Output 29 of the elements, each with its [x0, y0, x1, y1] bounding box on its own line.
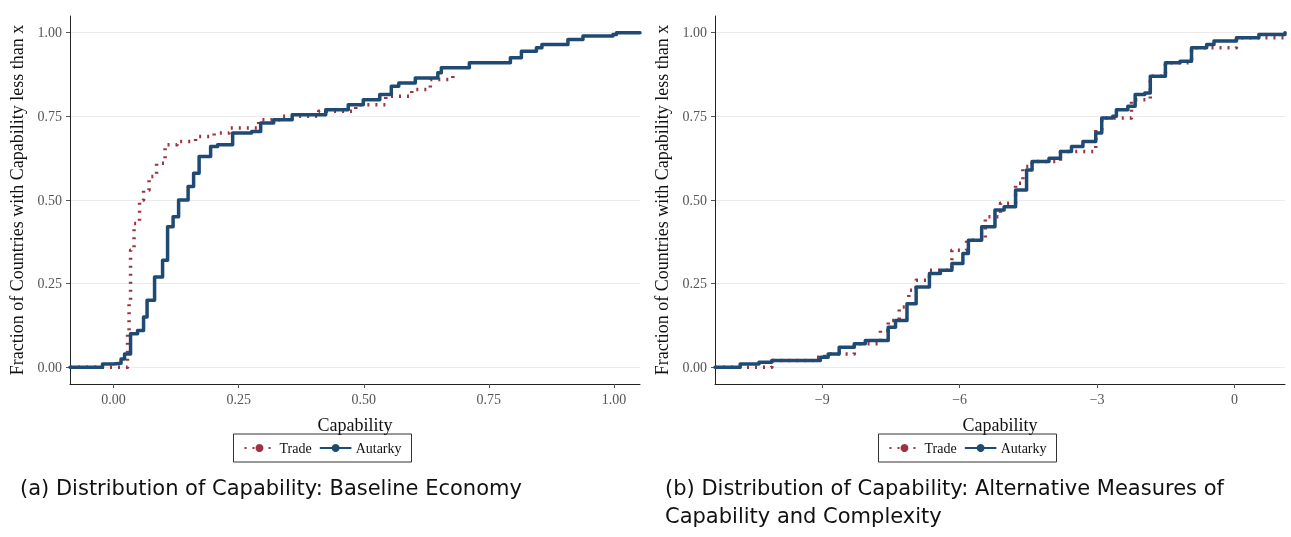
y-tick-label: 0.50	[682, 192, 707, 208]
y-tick-label: 0.00	[37, 359, 62, 375]
y-tick-label: 1.00	[37, 25, 62, 41]
legend-label: Trade	[279, 440, 312, 456]
x-tick-label: −3	[1089, 391, 1105, 407]
legend-label: Autarky	[355, 440, 402, 456]
x-tick-label: 0.25	[226, 391, 251, 407]
legend-label: Autarky	[1000, 440, 1047, 456]
text: (a) Distribution of Capability: Baseline Economy	[20, 475, 523, 502]
x-tick-label: −9	[814, 391, 830, 407]
y-tick-label: 0.25	[37, 276, 62, 292]
x-tick-label: 0.00	[101, 391, 126, 407]
x-tick-label: 1.00	[601, 391, 627, 407]
text: (b) Distribution of Capability: Alternative Measures of Capability and Complexity	[665, 475, 1226, 530]
x-tick-label: 0.50	[351, 391, 377, 407]
y-axis-title: Fraction of Countries with Capability less than x	[7, 24, 27, 376]
y-tick-label: 0.75	[682, 108, 707, 124]
y-axis-title: Fraction of Countries with Capability less than x	[652, 24, 672, 376]
x-axis-title: Capability	[962, 415, 1038, 435]
x-tick-label: 0	[1231, 391, 1239, 407]
y-tick-label: 0.50	[37, 192, 62, 208]
x-axis-title: Capability	[317, 415, 393, 435]
y-tick-label: 0.00	[682, 359, 707, 375]
y-tick-label: 0.75	[37, 108, 62, 124]
y-tick-label: 1.00	[682, 25, 707, 41]
x-tick-label: −6	[952, 391, 968, 407]
y-tick-label: 0.25	[682, 276, 707, 292]
legend-label: Trade	[924, 440, 957, 456]
x-tick-label: 0.75	[476, 391, 502, 407]
